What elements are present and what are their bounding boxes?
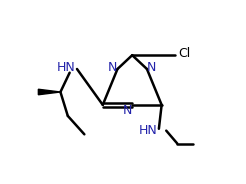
Text: N: N [123, 104, 132, 117]
Polygon shape [38, 89, 61, 95]
Text: N: N [108, 61, 118, 74]
Text: HN: HN [138, 124, 157, 137]
Text: N: N [147, 61, 156, 74]
Text: HN: HN [56, 61, 75, 74]
Text: Cl: Cl [178, 47, 190, 60]
